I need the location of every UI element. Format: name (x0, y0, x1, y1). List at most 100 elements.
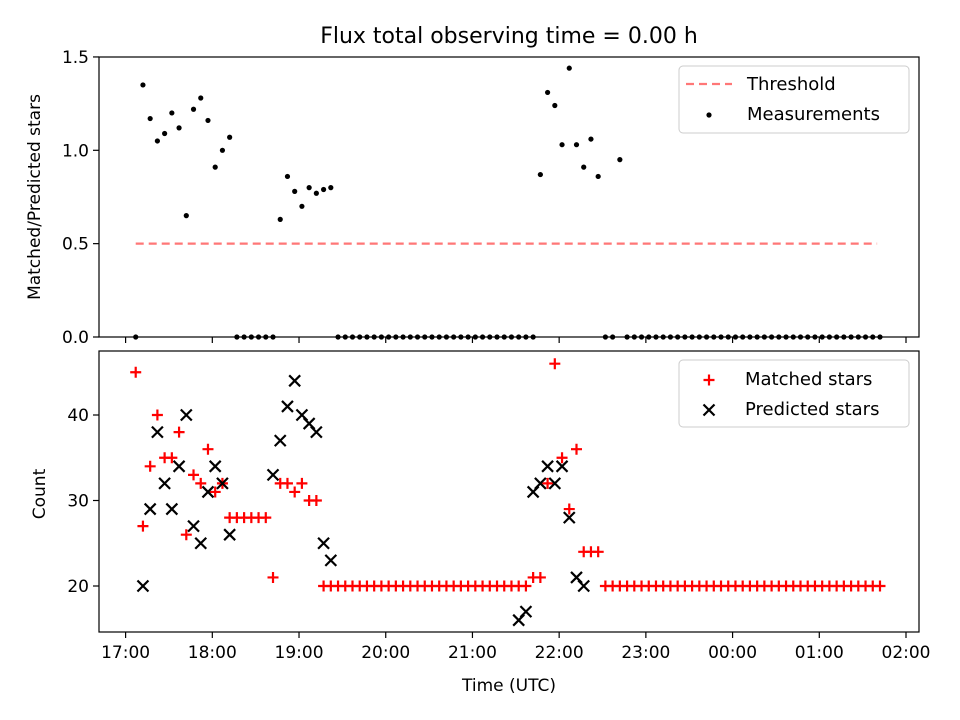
data-point (494, 334, 500, 340)
data-point (624, 334, 630, 340)
data-point (201, 485, 215, 499)
data-point (281, 400, 294, 413)
data-point (324, 554, 338, 567)
data-point (202, 443, 214, 455)
data-point (151, 425, 164, 439)
data-point (147, 115, 153, 122)
data-point (158, 477, 171, 490)
data-point (364, 334, 370, 340)
data-point (479, 334, 486, 340)
data-point (542, 477, 554, 489)
data-point (154, 138, 160, 144)
figure-title: Flux total observing time = 0.00 h (320, 24, 698, 49)
data-point (328, 185, 334, 191)
data-point (834, 334, 840, 340)
data-point (556, 452, 568, 464)
data-point (299, 203, 305, 209)
data-point (180, 529, 192, 541)
data-point (198, 95, 204, 101)
data-point (180, 408, 193, 422)
data-point (173, 426, 185, 438)
data-point (151, 409, 163, 421)
data-point (530, 334, 536, 340)
data-point (195, 477, 207, 489)
data-point (592, 546, 604, 558)
data-point (296, 477, 308, 489)
data-point (310, 495, 322, 506)
data-point (143, 502, 157, 516)
legend-box (678, 65, 910, 134)
data-point (646, 334, 652, 340)
data-point (487, 334, 493, 340)
data-point (581, 164, 587, 170)
data-point (248, 334, 254, 340)
data-point (703, 334, 710, 340)
data-point (342, 334, 348, 340)
data-point (137, 520, 149, 532)
data-point (172, 460, 186, 473)
y-axis-label: Matched/Predicted stars (25, 94, 45, 300)
data-point (675, 334, 681, 340)
data-point (289, 486, 301, 498)
data-point (263, 334, 269, 340)
data-point (732, 334, 739, 340)
y-tick-label: 0.5 (62, 235, 89, 255)
data-point (130, 366, 142, 378)
data-point (208, 460, 222, 473)
data-point (523, 334, 529, 340)
data-point (169, 110, 175, 116)
data-point (555, 460, 569, 473)
top-subplot: 0.0 0.5 1.0 1.5 Matched/Predicted stars Thres… (25, 48, 920, 348)
y-tick-label: 40 (67, 406, 89, 426)
data-point (819, 334, 825, 340)
legend: Threshold Measurements (678, 65, 910, 134)
data-point (783, 334, 789, 340)
data-point (790, 334, 796, 340)
x-tick-label: 02:00 (882, 643, 931, 663)
data-point (260, 512, 272, 524)
data-point (501, 334, 507, 340)
data-point (219, 147, 226, 153)
data-point (559, 142, 565, 148)
data-point (162, 130, 168, 137)
data-point (451, 334, 457, 340)
data-point (740, 334, 746, 340)
data-point (227, 134, 233, 140)
data-point (273, 434, 287, 447)
data-point (541, 460, 554, 473)
data-point (638, 334, 645, 340)
x-tick-label: 00:00 (708, 643, 757, 663)
data-point (209, 486, 221, 498)
data-point (534, 477, 547, 490)
data-point (841, 334, 847, 340)
data-point (747, 334, 753, 340)
data-point (183, 213, 189, 219)
data-point (335, 334, 341, 340)
data-point (386, 334, 392, 340)
y-tick-label: 30 (67, 492, 89, 512)
bottom-subplot: 20 30 40 Count 17:00 18:00 19:00 20:00 21:00 22:0… (30, 350, 931, 696)
data-point (266, 468, 280, 482)
series-matched-stars (130, 358, 886, 592)
y-axis-label: Count (30, 468, 50, 519)
data-point (812, 334, 818, 340)
data-point (284, 173, 291, 180)
data-point (357, 334, 363, 340)
data-point (725, 334, 731, 340)
data-point (277, 216, 283, 222)
data-point (711, 334, 717, 340)
data-point (520, 580, 532, 592)
data-point (407, 334, 413, 340)
data-point (190, 106, 197, 112)
data-point (436, 334, 442, 340)
data-point (133, 334, 139, 340)
legend-matched-label: Matched stars (745, 369, 872, 390)
data-point (393, 334, 399, 340)
x-tick-label: 20:00 (361, 643, 410, 663)
data-point (165, 502, 179, 516)
legend-threshold-label: Threshold (746, 74, 836, 95)
data-point (292, 188, 298, 194)
data-point (588, 136, 594, 142)
data-point (877, 334, 883, 340)
data-point (317, 536, 330, 550)
